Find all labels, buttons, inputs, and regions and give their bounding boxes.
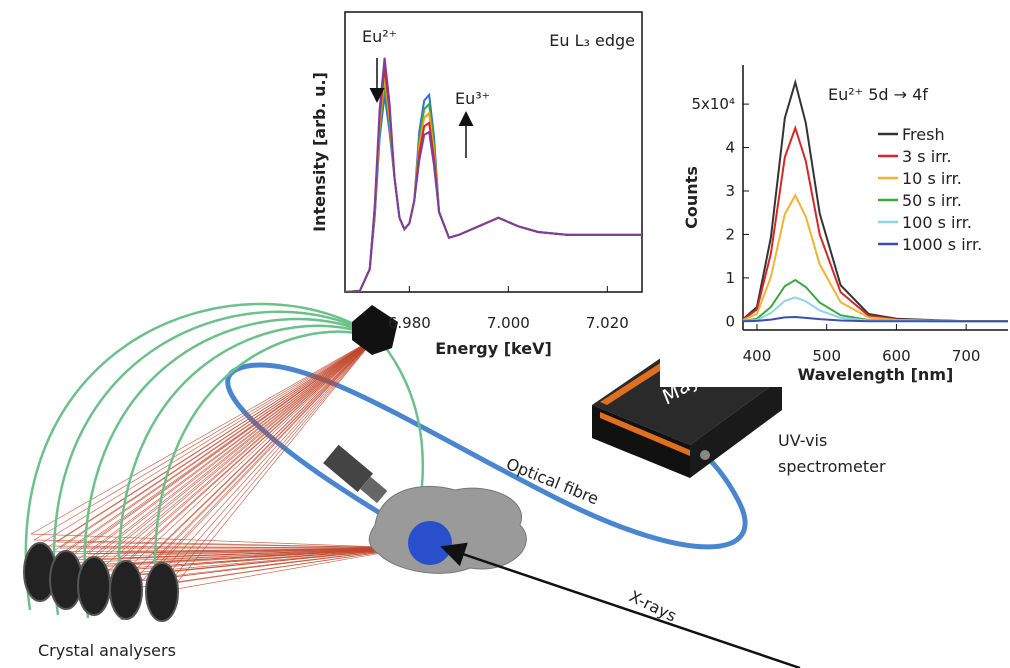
y-axis-title: Intensity [arb. u.] [310,72,329,232]
beam-spot [408,521,452,565]
analyser-crystal [78,557,110,615]
y-tick-label: 2 [725,225,735,243]
annotation: Eu L₃ edge [549,31,635,50]
x-axis-title: Wavelength [nm] [798,365,954,384]
page: Eu spectroscopy setup html, body { margi… [0,0,1010,668]
x-tick-label: 600 [882,347,911,365]
y-tick-label: 3 [725,182,735,200]
legend-label: Fresh [902,125,945,144]
x-tick-label: 7.000 [487,314,530,332]
y-tick-label: 1 [725,269,735,287]
legend-label: 3 s irr. [902,147,952,166]
x-ray-beam [445,548,800,668]
y-tick-label: 0 [725,312,735,330]
spectrometer-label: spectrometer [778,457,886,476]
x-ray-label: X-rays [626,587,679,626]
y-tick-label: 5x10⁴ [691,95,735,113]
x-tick-label: 700 [952,347,981,365]
analyser-crystal [110,561,142,619]
legend-label: 10 s irr. [902,169,962,188]
annotation: Eu²⁺ 5d → 4f [828,85,928,104]
figure: Maya UV-vis spectrometer Optical fibre X… [0,0,1010,668]
annotation: Eu²⁺ [362,27,397,46]
sample [369,486,526,573]
y-tick-label: 4 [725,139,735,157]
y-axis-title: Counts [682,166,701,229]
legend-label: 50 s irr. [902,191,962,210]
x-tick-label: 400 [743,347,772,365]
annotation: Eu³⁺ [455,89,490,108]
diffracted-ray [34,338,375,540]
x-axis-title: Energy [keV] [435,339,552,358]
body: {"chart_data": [ {"type": "line", "x_lab… [0,0,1010,668]
diffracted-ray [153,338,375,554]
x-tick-label: 7.020 [586,314,629,332]
diffracted-ray [57,338,375,542]
diffracted-ray [117,338,375,552]
legend-label: 100 s irr. [902,213,972,232]
chart-background [345,12,642,292]
x-tick-label: 500 [812,347,841,365]
analyser-crystal [146,563,178,621]
diffracted-ray [63,338,375,554]
analyser-crystal [50,551,82,609]
x-tick-label: 6.980 [388,314,431,332]
legend-label: 1000 s irr. [902,235,982,254]
spectrometer-label: UV-vis [778,431,827,450]
crystal-label: Crystal analysers [38,641,176,660]
